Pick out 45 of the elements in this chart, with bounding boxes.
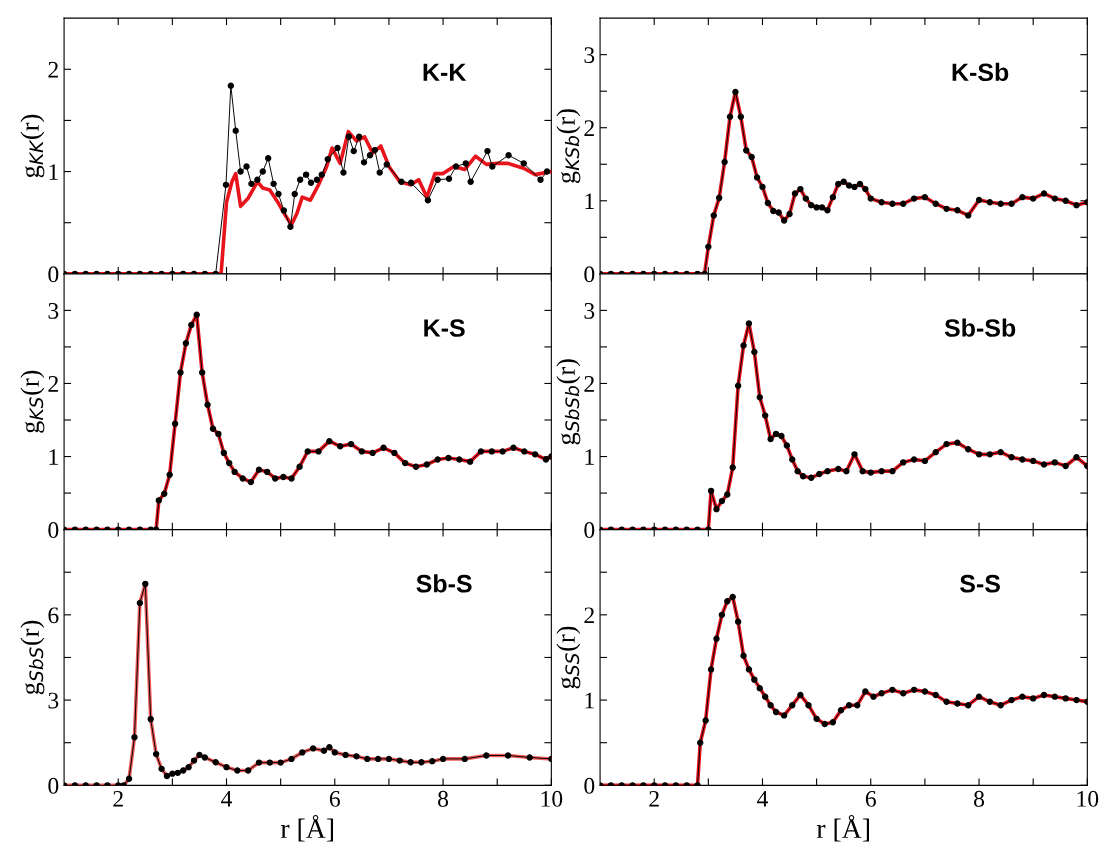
- x-tick-label: 8: [974, 790, 985, 807]
- y-tick-label: 3: [48, 692, 59, 709]
- y-tick-label: 1: [585, 692, 594, 709]
- y-tick-label: 0: [48, 266, 59, 283]
- y-tick-label: 0: [584, 777, 595, 794]
- y-axis-title: g$_{KK}$(r): [20, 114, 45, 178]
- y-tick-label: 0: [584, 522, 595, 539]
- y-tick-label: 6: [48, 607, 59, 624]
- y-tick-label: 1: [49, 164, 58, 180]
- y-tick-label: 2: [584, 607, 594, 624]
- annotation: Sb-S: [416, 574, 472, 593]
- y-tick-label: 2: [584, 120, 594, 136]
- x-axis-title: r [Å]: [280, 814, 334, 842]
- annotation: K-K: [423, 63, 467, 81]
- y-tick-label: 1: [585, 449, 594, 465]
- y-axis-title: g$_{KSb}$(r): [556, 109, 581, 183]
- x-tick-label: 8: [438, 790, 449, 807]
- y-tick-label: 1: [49, 449, 58, 465]
- x-axis-title: r [Å]: [816, 814, 870, 842]
- y-tick-label: 3: [584, 302, 595, 319]
- y-axis-title: g$_{KS}$(r): [20, 370, 45, 433]
- x-tick-label: 2: [113, 790, 123, 807]
- y-axis-title: g$_{SS}$(r): [556, 626, 581, 689]
- y-tick-label: 2: [584, 376, 594, 392]
- y-tick-label: 3: [48, 302, 59, 319]
- y-tick-label: 0: [48, 777, 59, 794]
- x-tick-label: 6: [329, 790, 340, 807]
- annotation: K-S: [424, 319, 465, 337]
- x-tick-label: 10: [1077, 790, 1099, 807]
- x-tick-label: 10: [541, 790, 563, 807]
- y-axis-title: g$_{SbSb}$(r): [556, 359, 581, 445]
- x-tick-label: 2: [649, 790, 659, 807]
- x-tick-label: 4: [757, 791, 769, 807]
- x-tick-label: 6: [865, 790, 876, 807]
- y-tick-label: 0: [584, 266, 595, 283]
- y-tick-label: 2: [48, 61, 58, 78]
- y-tick-label: 2: [48, 376, 58, 392]
- annotation: Sb-Sb: [944, 318, 1016, 337]
- annotation: S-S: [960, 574, 1000, 593]
- y-tick-label: 0: [48, 522, 59, 539]
- y-axis-title: g$_{SbS}$(r): [20, 620, 45, 695]
- annotation: K-Sb: [952, 62, 1009, 82]
- y-tick-label: 1: [585, 193, 594, 209]
- y-tick-label: 3: [584, 47, 595, 64]
- x-tick-label: 4: [221, 791, 233, 807]
